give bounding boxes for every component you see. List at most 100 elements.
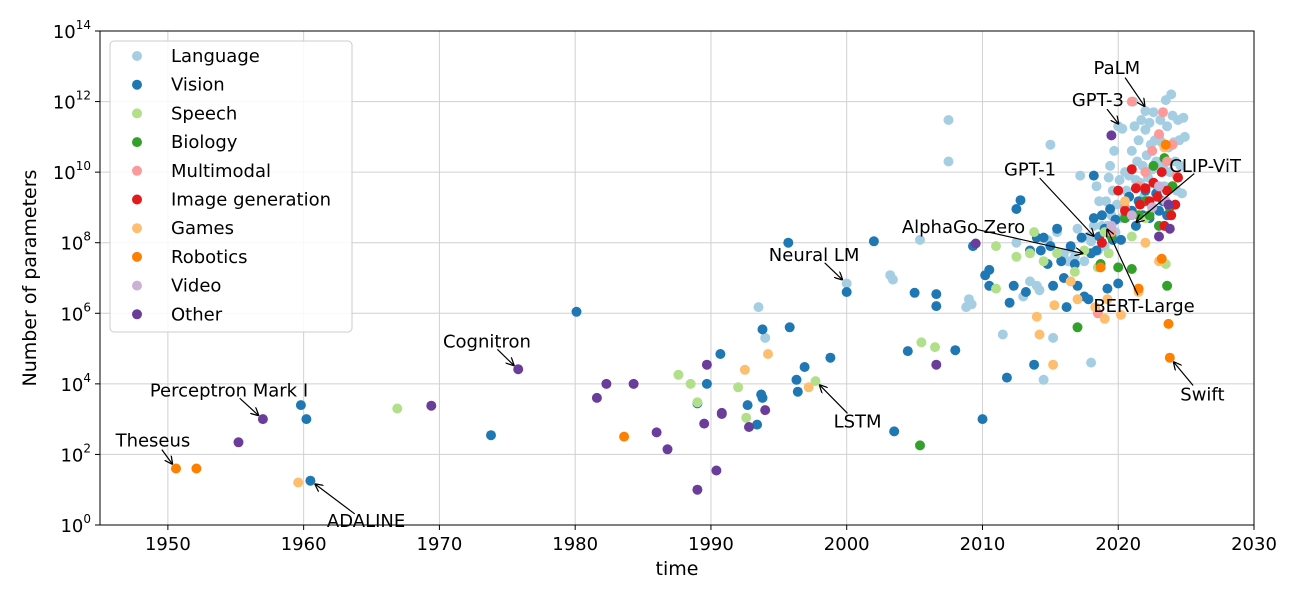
data-point xyxy=(1052,223,1063,234)
annotation-arrow xyxy=(820,385,848,414)
legend-label: Vision xyxy=(171,75,225,96)
data-point xyxy=(803,382,814,393)
data-point xyxy=(662,444,673,455)
legend-label: Games xyxy=(171,218,234,239)
data-point xyxy=(1154,129,1164,140)
y-tick-label: 104 xyxy=(60,371,91,396)
data-point xyxy=(1154,181,1164,192)
annotation-arrow xyxy=(976,228,1082,254)
data-point xyxy=(1076,232,1087,243)
data-point xyxy=(757,324,768,335)
data-point xyxy=(1140,167,1151,178)
data-point xyxy=(257,414,268,425)
data-point xyxy=(692,397,703,408)
data-point xyxy=(943,115,954,125)
data-point xyxy=(1162,185,1173,196)
x-tick-label: 1980 xyxy=(552,534,598,555)
data-point xyxy=(1130,183,1141,194)
data-point xyxy=(943,156,954,167)
data-point xyxy=(1086,357,1097,368)
data-point xyxy=(673,369,684,380)
data-point xyxy=(1147,145,1158,156)
data-point xyxy=(1160,139,1171,150)
y-tick-label: 108 xyxy=(60,230,91,255)
data-point xyxy=(1140,106,1151,116)
annotation-arrow xyxy=(239,397,259,415)
legend-marker xyxy=(132,137,142,148)
data-point xyxy=(1004,297,1015,308)
data-point xyxy=(1148,107,1159,118)
data-point xyxy=(1052,248,1063,259)
data-point xyxy=(1035,245,1046,256)
legend-marker xyxy=(132,194,142,205)
data-point xyxy=(1065,276,1076,287)
data-point xyxy=(1126,231,1137,242)
x-tick-label: 2000 xyxy=(824,534,870,555)
data-point xyxy=(1079,245,1090,256)
data-point xyxy=(889,426,900,437)
data-point xyxy=(392,403,403,414)
data-point xyxy=(1129,121,1140,132)
legend-box xyxy=(109,40,353,333)
data-point xyxy=(1101,196,1111,207)
annotation-label: Cognitron xyxy=(443,331,531,352)
data-point xyxy=(753,302,764,313)
data-point xyxy=(1034,329,1045,340)
data-point xyxy=(1144,117,1155,128)
data-point xyxy=(715,349,726,359)
data-point xyxy=(486,430,496,441)
annotation-arrow xyxy=(496,348,513,365)
data-point xyxy=(1086,236,1097,247)
data-point xyxy=(1164,352,1175,363)
annotation-label: CLIP-ViT xyxy=(1169,156,1242,177)
data-point xyxy=(571,306,582,317)
y-tick-label: 100 xyxy=(60,512,91,537)
data-point xyxy=(1117,123,1128,134)
data-point xyxy=(1091,181,1102,192)
data-point xyxy=(915,234,925,245)
data-point xyxy=(1105,204,1116,214)
annotation-arrow xyxy=(1106,108,1118,124)
data-point xyxy=(741,412,752,423)
data-point xyxy=(716,409,727,419)
x-axis-title: time xyxy=(656,558,699,580)
data-point xyxy=(1126,96,1137,107)
data-point xyxy=(1038,232,1049,243)
legend-label: Video xyxy=(171,276,221,297)
annotation-label: Theseus xyxy=(115,430,191,451)
annotation-arrow xyxy=(1124,77,1144,107)
data-point xyxy=(1069,259,1080,269)
data-point xyxy=(701,359,712,370)
data-point xyxy=(1133,135,1144,146)
legend-label: Language xyxy=(171,46,260,67)
data-point xyxy=(1156,167,1167,178)
data-point xyxy=(1011,251,1022,262)
series-robotics xyxy=(171,139,1175,474)
data-point xyxy=(1090,302,1101,313)
x-tick-label: 2010 xyxy=(960,534,1006,555)
data-point xyxy=(1158,107,1168,118)
data-point xyxy=(1008,280,1019,291)
legend-label: Robotics xyxy=(171,247,247,268)
data-point xyxy=(1162,156,1173,167)
data-point xyxy=(699,418,710,429)
data-point xyxy=(739,364,750,375)
legend: Language Vision Speech Biology Multimodal Ima… xyxy=(109,40,353,333)
data-point xyxy=(916,337,927,348)
data-point xyxy=(1162,280,1173,291)
data-point xyxy=(742,400,753,411)
data-point xyxy=(628,378,639,389)
data-point xyxy=(977,414,988,425)
x-tick-label: 1990 xyxy=(688,534,734,555)
data-point xyxy=(1166,210,1177,221)
data-point xyxy=(601,378,612,389)
data-point xyxy=(426,400,437,411)
data-point xyxy=(1173,172,1183,183)
data-point xyxy=(1088,213,1099,224)
data-point xyxy=(1079,256,1090,267)
data-point xyxy=(1113,262,1124,273)
data-point xyxy=(841,287,852,297)
data-point xyxy=(1029,359,1040,370)
y-tick-label: 1010 xyxy=(53,159,91,184)
data-point xyxy=(591,392,602,403)
